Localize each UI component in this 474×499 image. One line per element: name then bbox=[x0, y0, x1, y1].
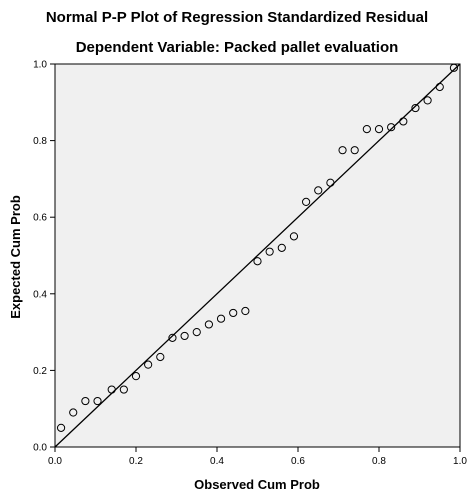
data-point bbox=[362, 125, 371, 134]
y-tick-label: 1.0 bbox=[33, 60, 47, 71]
x-axis-title: Observed Cum Prob bbox=[194, 477, 320, 492]
y-tick-label: 0.8 bbox=[33, 136, 47, 147]
data-point bbox=[411, 103, 420, 113]
x-axis-ticks: 0.0 0.2 0.4 0.6 0.8 1.0 bbox=[48, 447, 467, 467]
data-point bbox=[265, 247, 274, 256]
data-point bbox=[144, 360, 153, 369]
data-point bbox=[399, 117, 408, 126]
x-tick-label: 0.8 bbox=[372, 456, 386, 467]
data-point bbox=[180, 331, 189, 341]
data-point bbox=[435, 82, 444, 92]
data-point bbox=[314, 186, 323, 195]
x-tick-label: 0.6 bbox=[291, 456, 305, 467]
data-point bbox=[192, 328, 201, 337]
data-point bbox=[204, 320, 213, 329]
data-point bbox=[277, 243, 286, 252]
data-point bbox=[69, 408, 78, 417]
y-tick-label: 0.2 bbox=[33, 366, 47, 377]
data-point bbox=[326, 178, 335, 187]
data-point bbox=[119, 385, 128, 394]
data-point bbox=[229, 308, 238, 318]
data-point bbox=[338, 146, 347, 155]
data-point bbox=[449, 63, 459, 72]
y-axis-title: Expected Cum Prob bbox=[8, 195, 23, 319]
x-tick-label: 1.0 bbox=[453, 456, 467, 467]
data-point bbox=[302, 197, 311, 206]
y-tick-label: 0.4 bbox=[33, 289, 47, 300]
data-point bbox=[374, 125, 384, 134]
data-point bbox=[81, 396, 90, 406]
data-point bbox=[107, 385, 116, 394]
data-point bbox=[131, 372, 141, 381]
data-points bbox=[56, 63, 459, 432]
y-tick-label: 0.6 bbox=[33, 213, 47, 224]
data-point bbox=[387, 123, 396, 132]
y-axis-ticks: 0.0 0.2 0.4 0.6 0.8 1.0 bbox=[33, 60, 55, 454]
x-tick-label: 0.2 bbox=[129, 456, 143, 467]
data-point bbox=[56, 423, 66, 432]
data-point bbox=[289, 232, 299, 241]
data-point bbox=[241, 306, 250, 316]
data-point bbox=[168, 333, 177, 342]
data-point bbox=[156, 352, 165, 362]
data-point bbox=[216, 314, 226, 323]
data-point bbox=[253, 257, 262, 266]
chart-title: Normal P-P Plot of Regression Standardiz… bbox=[46, 9, 428, 26]
chart-subtitle: Dependent Variable: Packed pallet evalua… bbox=[76, 39, 399, 56]
data-point bbox=[350, 146, 359, 155]
x-tick-label: 0.4 bbox=[210, 456, 224, 467]
data-point bbox=[423, 96, 432, 105]
x-tick-label: 0.0 bbox=[48, 456, 62, 467]
y-tick-label: 0.0 bbox=[33, 443, 47, 454]
data-point bbox=[93, 396, 102, 406]
reference-line bbox=[54, 63, 461, 448]
